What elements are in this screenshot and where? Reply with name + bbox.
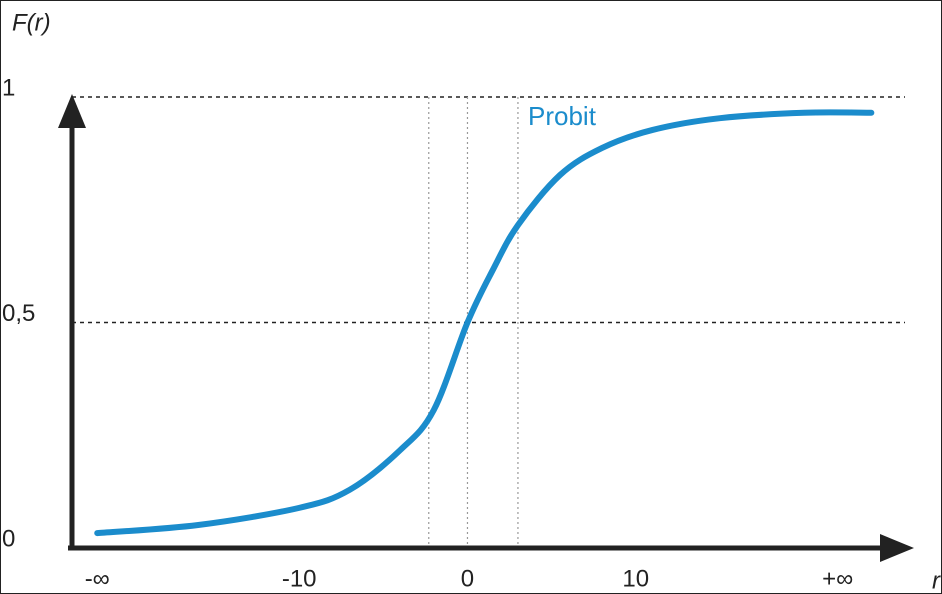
y-tick-label: 0 <box>2 525 15 552</box>
x-tick-label: +∞ <box>822 565 853 592</box>
x-tick-label: 10 <box>622 565 649 592</box>
series-label: Probit <box>528 101 597 131</box>
x-tick-label: 0 <box>461 565 474 592</box>
chart: F(r) r 0 0,5 1 -∞ -10 0 10 +∞ Probit <box>0 0 942 594</box>
y-tick-label: 0,5 <box>2 300 35 327</box>
x-axis-label: r <box>932 567 941 594</box>
x-tick-label: -∞ <box>85 565 110 592</box>
y-axis-label: F(r) <box>12 9 51 36</box>
x-tick-label: -10 <box>282 565 317 592</box>
frame <box>1 1 942 594</box>
y-tick-label: 1 <box>2 74 15 101</box>
